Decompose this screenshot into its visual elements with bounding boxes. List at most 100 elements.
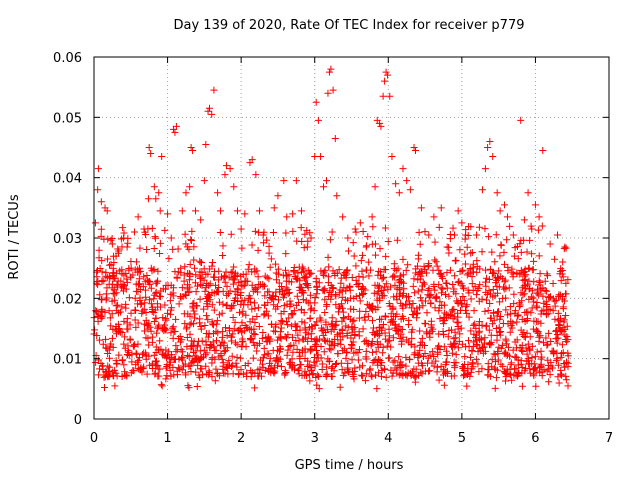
scatter-point xyxy=(235,326,243,334)
scatter-point xyxy=(229,313,237,321)
scatter-point xyxy=(190,256,198,264)
scatter-point xyxy=(299,296,307,304)
scatter-point xyxy=(200,346,208,354)
scatter-point xyxy=(387,343,395,351)
scatter-point xyxy=(362,353,370,361)
scatter-point xyxy=(463,243,471,251)
scatter-point xyxy=(494,308,502,316)
scatter-point xyxy=(456,330,464,338)
scatter-point xyxy=(263,350,271,358)
scatter-point xyxy=(408,304,416,312)
scatter-point xyxy=(526,284,534,292)
scatter-point xyxy=(311,336,319,344)
scatter-point xyxy=(391,281,399,289)
scatter-point xyxy=(417,204,425,212)
scatter-point xyxy=(531,201,539,209)
scatter-point xyxy=(156,365,164,373)
scatter-point xyxy=(509,231,517,239)
scatter-point xyxy=(525,264,533,272)
scatter-point xyxy=(421,350,429,358)
scatter-point xyxy=(343,348,351,356)
scatter-point xyxy=(554,231,561,239)
scatter-point xyxy=(301,230,309,238)
scatter-point xyxy=(551,302,559,310)
scatter-point xyxy=(392,180,400,188)
scatter-point xyxy=(150,245,158,253)
scatter-point xyxy=(114,320,122,328)
scatter-point xyxy=(220,339,228,347)
scatter-point xyxy=(360,338,368,346)
scatter-point xyxy=(532,326,540,334)
scatter-point xyxy=(532,364,540,372)
scatter-point xyxy=(562,372,570,380)
scatter-point xyxy=(339,333,347,341)
x-tick-label: 1 xyxy=(163,431,171,446)
scatter-point xyxy=(451,339,459,347)
scatter-point xyxy=(490,309,498,317)
scatter-point xyxy=(433,293,441,301)
scatter-point xyxy=(152,289,160,297)
scatter-point xyxy=(264,312,272,320)
scatter-point xyxy=(507,359,515,367)
scatter-point xyxy=(113,281,121,289)
scatter-point xyxy=(503,236,511,244)
scatter-point xyxy=(301,367,309,375)
scatter-point xyxy=(184,351,192,359)
scatter-point xyxy=(400,279,408,287)
scatter-point xyxy=(284,346,292,354)
scatter-point xyxy=(169,363,177,371)
scatter-point xyxy=(327,327,335,335)
scatter-point xyxy=(111,325,119,333)
scatter-point xyxy=(226,304,234,312)
scatter-point xyxy=(190,299,198,307)
scatter-point xyxy=(178,207,186,215)
scatter-point xyxy=(134,268,142,276)
scatter-point xyxy=(356,307,364,315)
scatter-point xyxy=(471,320,479,328)
scatter-point xyxy=(403,301,411,309)
scatter-point xyxy=(552,296,560,304)
scatter-point xyxy=(161,226,169,234)
scatter-point xyxy=(277,324,285,332)
scatter-point xyxy=(538,222,546,230)
scatter-point xyxy=(384,238,392,246)
scatter-point xyxy=(464,269,472,277)
scatter-point xyxy=(470,307,478,315)
scatter-point xyxy=(321,266,329,274)
scatter-point xyxy=(276,343,284,351)
scatter-point xyxy=(379,292,387,300)
scatter-point xyxy=(301,334,309,342)
scatter-point xyxy=(206,341,214,349)
scatter-point xyxy=(127,273,135,281)
scatter-point xyxy=(228,361,236,369)
scatter-point xyxy=(289,227,297,235)
scatter-point xyxy=(208,110,216,118)
scatter-point xyxy=(387,316,395,324)
scatter-point xyxy=(382,373,390,381)
scatter-point xyxy=(521,277,529,285)
y-tick-label: 0.03 xyxy=(53,232,82,247)
scatter-point xyxy=(95,311,103,319)
scatter-point xyxy=(526,365,534,373)
scatter-point xyxy=(259,280,267,288)
scatter-point xyxy=(549,307,557,315)
scatter-point xyxy=(488,248,496,256)
scatter-point xyxy=(418,286,426,294)
scatter-point xyxy=(182,240,190,248)
scatter-point xyxy=(104,362,112,370)
scatter-point xyxy=(308,304,316,312)
scatter-point xyxy=(412,269,420,277)
scatter-point xyxy=(218,333,226,341)
scatter-point xyxy=(183,334,191,342)
scatter-point xyxy=(191,314,199,322)
scatter-point xyxy=(357,257,365,265)
scatter-point xyxy=(496,207,504,215)
scatter-point xyxy=(241,281,249,289)
scatter-point xyxy=(349,325,357,333)
scatter-point xyxy=(491,364,499,372)
x-tick-label: 3 xyxy=(311,431,319,446)
scatter-point xyxy=(306,270,314,278)
scatter-point xyxy=(530,372,538,380)
scatter-point xyxy=(248,305,256,313)
scatter-point xyxy=(553,339,561,347)
